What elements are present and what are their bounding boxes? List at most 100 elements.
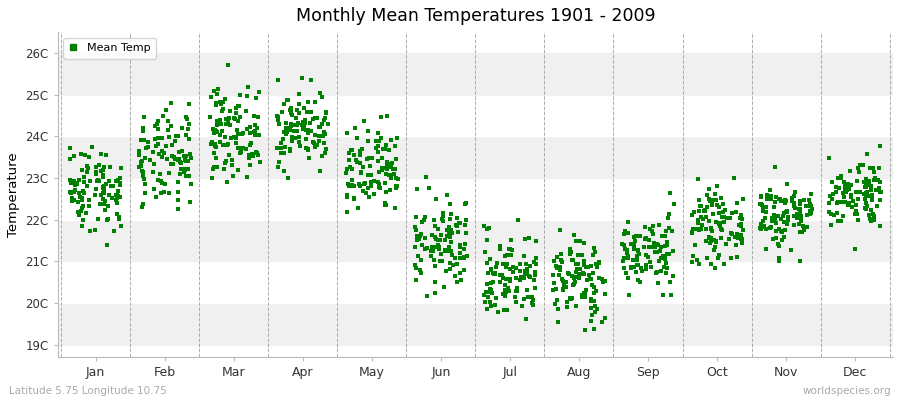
Point xyxy=(318,131,332,138)
Point xyxy=(645,228,660,234)
Point xyxy=(829,189,843,196)
Point xyxy=(632,232,646,239)
Point xyxy=(704,261,718,268)
Point xyxy=(137,114,151,120)
Point xyxy=(658,255,672,261)
Point xyxy=(408,224,422,230)
Point xyxy=(308,115,322,121)
Point xyxy=(717,218,732,225)
Point xyxy=(704,226,718,232)
Point xyxy=(662,190,677,196)
Point xyxy=(346,177,360,183)
Point xyxy=(285,112,300,118)
Point xyxy=(483,280,498,286)
Point xyxy=(97,163,112,170)
Point xyxy=(410,253,425,259)
Point xyxy=(720,215,734,222)
Point xyxy=(372,180,386,187)
Point xyxy=(356,118,371,124)
Point xyxy=(236,145,250,152)
Point xyxy=(767,212,781,218)
Point xyxy=(508,288,523,294)
Point xyxy=(313,168,328,174)
Point xyxy=(390,182,404,189)
Point xyxy=(772,226,787,232)
Point xyxy=(760,196,774,202)
Point xyxy=(629,233,643,240)
Point xyxy=(97,201,112,207)
Point xyxy=(74,208,88,214)
Point xyxy=(136,201,150,208)
Point xyxy=(490,264,504,270)
Point xyxy=(97,207,112,214)
Point xyxy=(832,185,846,191)
Point xyxy=(692,260,706,267)
Point xyxy=(659,260,673,266)
Point xyxy=(425,244,439,250)
Point xyxy=(63,145,77,151)
Point xyxy=(92,177,106,184)
Point xyxy=(447,254,462,261)
Point xyxy=(146,169,160,175)
Point xyxy=(753,221,768,227)
Point xyxy=(705,228,719,234)
Point xyxy=(183,198,197,205)
Point xyxy=(371,143,385,150)
Point xyxy=(316,128,330,135)
Point xyxy=(712,204,726,210)
Point xyxy=(140,139,155,146)
Point xyxy=(644,263,659,270)
Point xyxy=(171,197,185,203)
Point xyxy=(786,195,800,202)
Point xyxy=(568,274,582,280)
Point xyxy=(779,208,794,215)
Point xyxy=(301,130,315,136)
Point xyxy=(230,103,245,110)
Point xyxy=(770,240,785,247)
Point xyxy=(797,197,812,204)
Point xyxy=(691,208,706,214)
Point xyxy=(71,212,86,218)
Point xyxy=(860,189,875,195)
Point xyxy=(164,100,178,107)
Point xyxy=(587,289,601,296)
Y-axis label: Temperature: Temperature xyxy=(7,152,20,237)
Point xyxy=(559,284,573,290)
Point xyxy=(439,268,454,274)
Point xyxy=(148,194,163,201)
Point xyxy=(563,250,578,257)
Point xyxy=(384,172,399,178)
Point xyxy=(344,182,358,188)
Point xyxy=(692,203,706,209)
Point xyxy=(410,186,424,193)
Point xyxy=(630,257,644,264)
Point xyxy=(251,114,266,120)
Point xyxy=(568,279,582,285)
Point xyxy=(497,307,511,314)
Point xyxy=(648,244,662,250)
Point xyxy=(229,140,243,147)
Point xyxy=(654,244,669,250)
Point xyxy=(781,214,796,220)
Point xyxy=(698,226,713,232)
Point xyxy=(283,126,297,133)
Point xyxy=(660,265,674,271)
Point xyxy=(271,114,285,120)
Point xyxy=(581,264,596,270)
Point xyxy=(432,243,446,250)
Point xyxy=(178,173,193,179)
Point xyxy=(646,230,661,237)
Point xyxy=(707,265,722,271)
Point xyxy=(794,214,808,221)
Point xyxy=(545,287,560,293)
Point xyxy=(292,91,306,98)
Point xyxy=(90,178,104,184)
Point xyxy=(727,175,742,181)
Point xyxy=(68,178,82,184)
Point xyxy=(413,257,428,264)
Point xyxy=(137,176,151,182)
Point xyxy=(712,252,726,259)
Point xyxy=(210,118,224,124)
Point xyxy=(221,140,236,147)
Point xyxy=(102,192,116,198)
